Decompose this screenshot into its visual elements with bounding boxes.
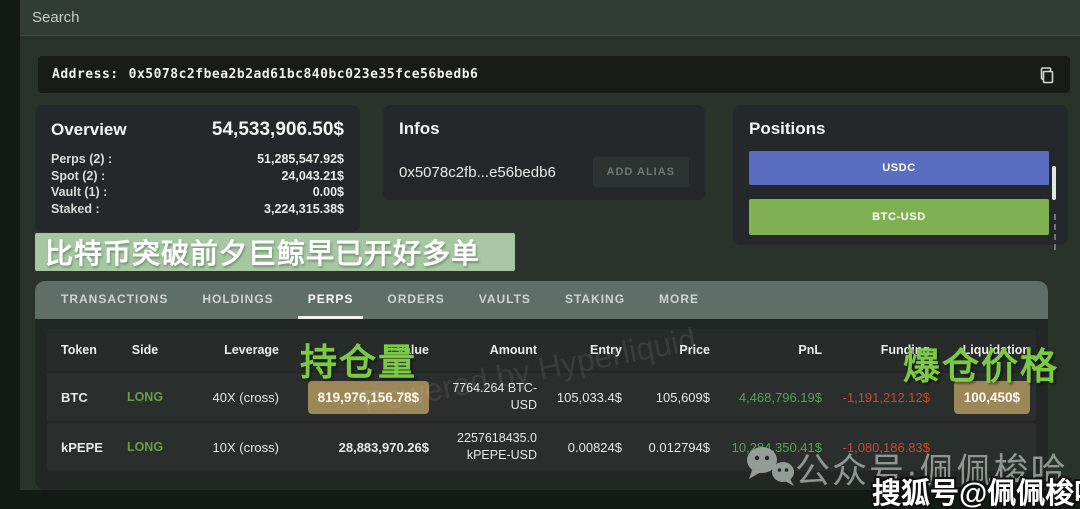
content-panel: Address: 0x5078c2fbea2b2ad61bc840bc023e3… (20, 0, 1080, 490)
tab-bar: TRANSACTIONS HOLDINGS PERPS ORDERS VAULT… (35, 281, 1048, 319)
tab-more[interactable]: MORE (659, 291, 700, 306)
tab-transactions[interactable]: TRANSACTIONS (61, 291, 169, 306)
cell-liquidation-highlighted: 100,450$ (953, 380, 1030, 414)
cell-funding: -1,080,186.83$ (842, 439, 930, 455)
col-pnl: PnL (798, 343, 822, 357)
positions-card: Positions USDC BTC-USD (733, 105, 1068, 250)
overview-row-spot: Spot (2) : 24,043.21$ (51, 168, 344, 185)
overview-row-value: 3,224,315.38$ (264, 201, 344, 216)
add-alias-button[interactable]: ADD ALIAS (592, 157, 689, 187)
col-leverage: Leverage (224, 343, 279, 357)
col-liquidation: Liquidation (962, 343, 1030, 357)
short-address: 0x5078c2fb...e56bedb6 (399, 163, 556, 181)
col-token: Token (61, 343, 97, 357)
overview-row-perps: Perps (2) : 51,285,547.92$ (51, 151, 344, 168)
overview-total: 54,533,906.50$ (211, 119, 344, 140)
position-btcusd-button[interactable]: BTC-USD (749, 199, 1049, 235)
cell-amount: 2257618435.0 kPEPE-USD (457, 431, 537, 462)
cell-value: 28,883,970.26$ (338, 439, 429, 455)
cell-amount: 7764.264 BTC-USD (452, 381, 537, 412)
cell-entry: 105,033.4$ (556, 389, 622, 405)
cell-value-highlighted: 819,976,156.78$ (307, 380, 429, 414)
cell-leverage: 40X (cross) (212, 389, 279, 405)
overview-row-vault: Vault (1) : 0.00$ (51, 184, 344, 201)
overview-card: Overview 54,533,906.50$ Perps (2) : 51,2… (35, 105, 360, 232)
positions-scrollbar[interactable] (1052, 166, 1056, 200)
position-usdc-button[interactable]: USDC (749, 151, 1049, 185)
infos-card: Infos 0x5078c2fb...e56bedb6 ADD ALIAS (383, 105, 705, 200)
positions-title: Positions (749, 119, 826, 138)
address-label: Address: (52, 67, 119, 82)
overview-row-value: 0.00$ (312, 185, 344, 199)
col-amount: Amount (489, 343, 537, 357)
tab-vaults[interactable]: VAULTS (478, 291, 531, 306)
col-side: Side (131, 343, 159, 357)
cell-pnl: 4,468,796.19$ (738, 389, 822, 405)
annotation-banner: 比特币突破前夕巨鲸早已开好多单 (35, 233, 515, 271)
table-row-btc[interactable]: BTC LONG 40X (cross) 819,976,156.78$ 776… (47, 373, 1036, 421)
tab-orders[interactable]: ORDERS (387, 291, 445, 306)
sort-desc-icon: ↓ (388, 343, 395, 357)
col-funding: Funding (880, 343, 930, 357)
positions-scrollbar-track (1054, 214, 1056, 250)
col-value[interactable]: ↓ Value (279, 343, 429, 357)
overview-row-label: Staked : (51, 201, 100, 216)
overview-row-label: Perps (2) : (51, 152, 113, 166)
tab-perps[interactable]: PERPS (297, 281, 364, 319)
col-entry: Entry (590, 343, 622, 357)
overview-row-value: 24,043.21$ (281, 168, 344, 183)
copy-icon[interactable] (1038, 66, 1056, 84)
address-bar: Address: 0x5078c2fbea2b2ad61bc840bc023e3… (38, 56, 1070, 93)
overview-row-label: Spot (2) : (51, 168, 106, 183)
address-value: 0x5078c2fbea2b2ad61bc840bc023e35fce56bed… (128, 67, 479, 82)
overview-row-label: Vault (1) : (51, 185, 108, 199)
tab-holdings[interactable]: HOLDINGS (202, 291, 274, 306)
perps-table: Token Side Leverage ↓ Value Amount Entry … (35, 319, 1048, 490)
cell-side: LONG (126, 440, 164, 454)
cell-leverage: 10X (cross) (212, 439, 279, 455)
cell-token: BTC (61, 389, 88, 405)
tabs-panel: TRANSACTIONS HOLDINGS PERPS ORDERS VAULT… (35, 281, 1048, 490)
cell-token: kPEPE (61, 439, 103, 455)
col-price: Price (679, 343, 710, 357)
col-value-label: Value (396, 343, 429, 357)
overview-row-staked: Staked : 3,224,315.38$ (51, 201, 344, 218)
cell-side: LONG (126, 390, 164, 404)
overview-title: Overview (51, 120, 127, 139)
cell-funding: -1,191,212.12$ (842, 389, 930, 405)
overview-row-value: 51,285,547.92$ (257, 152, 344, 166)
table-row-kpepe[interactable]: kPEPE LONG 10X (cross) 28,883,970.26$ 22… (47, 423, 1036, 471)
cell-pnl: 10,284,350.41$ (731, 439, 822, 455)
search-input[interactable] (32, 9, 532, 26)
search-bar (20, 0, 1080, 36)
infos-title: Infos (399, 119, 440, 138)
tab-staking[interactable]: STAKING (564, 291, 626, 306)
cell-price: 105,609$ (655, 389, 710, 405)
cell-entry: 0.00824$ (567, 439, 622, 455)
cell-price: 0.012794$ (648, 439, 710, 455)
table-header-row: Token Side Leverage ↓ Value Amount Entry … (47, 329, 1036, 371)
